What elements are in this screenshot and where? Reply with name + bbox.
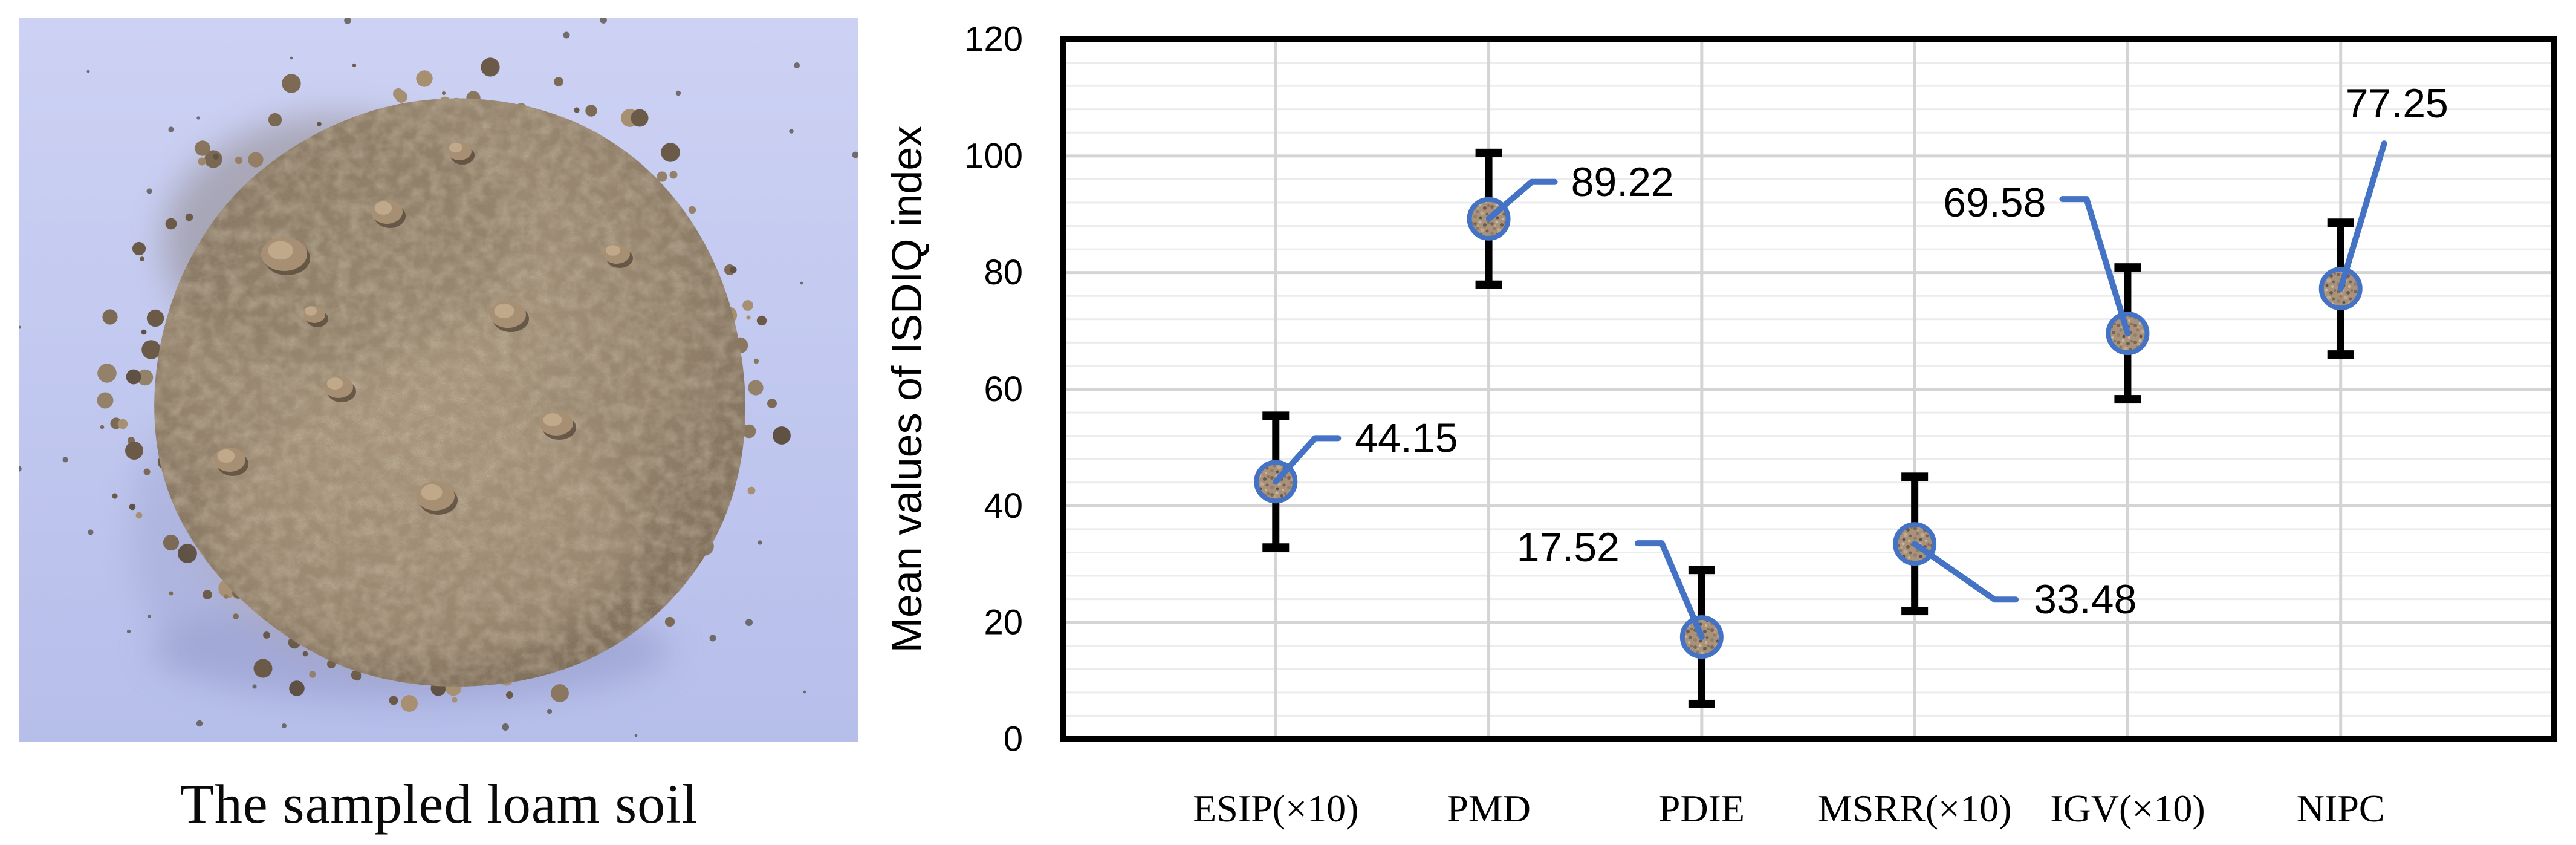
data-label: 89.22 <box>1571 159 1674 205</box>
plot-border <box>1060 36 2557 742</box>
data-label: 17.52 <box>1517 524 1620 570</box>
x-category-label: PMD <box>1447 787 1531 830</box>
y-tick-label: 80 <box>984 253 1023 292</box>
x-category-label: NIPC <box>2297 787 2385 830</box>
data-label: 33.48 <box>2034 576 2136 622</box>
x-category-label: ESIP(×10) <box>1193 787 1358 830</box>
leader-line <box>2059 196 2131 337</box>
photo-caption: The sampled loam soil <box>180 773 698 835</box>
data-label: 44.15 <box>1355 415 1458 461</box>
y-tick-label: 0 <box>1004 720 1023 759</box>
leader-line <box>2337 140 2387 292</box>
y-axis-title: Mean values of ISDIQ index <box>883 126 930 653</box>
y-tick-label: 100 <box>964 136 1023 175</box>
data-label: 69.58 <box>1943 180 2046 226</box>
y-tick-label: 120 <box>964 20 1023 59</box>
y-tick-label: 60 <box>984 370 1023 409</box>
x-category-label: IGV(×10) <box>2050 787 2205 830</box>
soil-photo <box>19 18 858 742</box>
soil-stones <box>214 142 633 515</box>
leader-line <box>1634 540 1705 641</box>
data-label: 77.25 <box>2346 80 2448 126</box>
isdiq-chart: 0 20 40 60 80 100 120 Mean values of ISDIQ inde… <box>883 20 2557 830</box>
x-category-label: PDIE <box>1659 787 1745 830</box>
y-tick-label: 20 <box>984 603 1023 642</box>
x-category-label: MSRR(×10) <box>1818 787 2012 830</box>
leader-line <box>1485 178 1558 222</box>
leader-line <box>1273 435 1342 485</box>
y-tick-label: 40 <box>984 486 1023 526</box>
leader-line <box>1912 541 2019 603</box>
